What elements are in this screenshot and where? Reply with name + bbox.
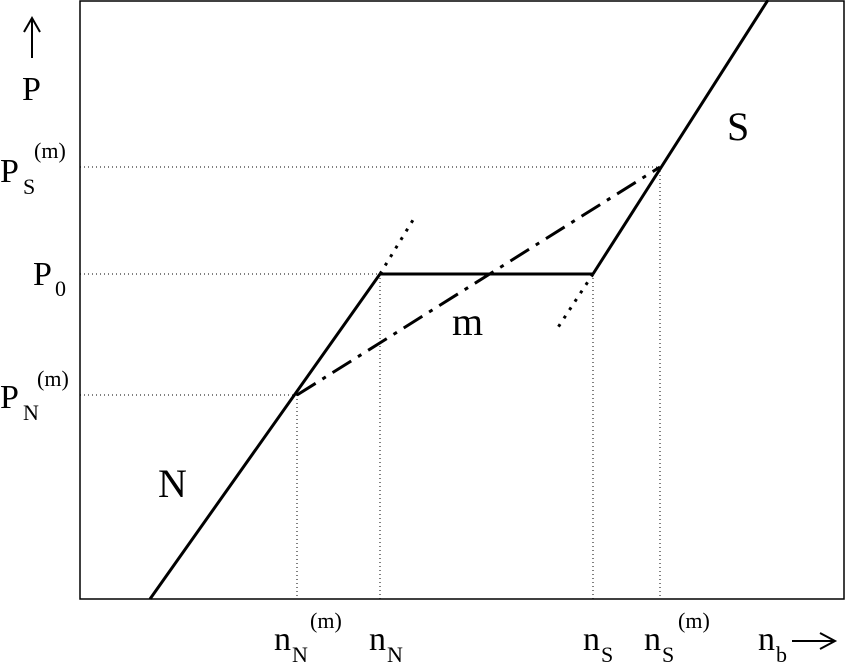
x-label-sub: N <box>292 642 308 667</box>
y-label-sub: N <box>23 400 39 425</box>
x-label: n <box>274 621 291 658</box>
x-label: n <box>369 621 386 658</box>
x-axis-label-sub: b <box>776 642 787 667</box>
frame <box>79 0 845 600</box>
region-label: N <box>158 461 187 506</box>
x-label-sub: S <box>601 642 613 667</box>
y-label-sup: (m) <box>37 366 69 391</box>
x-arrow <box>792 632 838 650</box>
y-arrow <box>23 15 41 58</box>
n-extension <box>378 219 415 275</box>
region-label: m <box>452 299 483 344</box>
x-label-sup: (m) <box>678 608 710 633</box>
y-axis-label: P <box>22 71 41 108</box>
curves <box>148 0 770 600</box>
guides <box>80 166 661 599</box>
x-label: n <box>644 621 661 658</box>
y-label: P <box>0 379 19 416</box>
y-label-sub: 0 <box>55 276 66 301</box>
x-label-sub: N <box>387 642 403 667</box>
region-label: S <box>727 104 749 149</box>
y-label: P <box>33 256 52 293</box>
n-branch <box>148 273 382 600</box>
s-branch <box>591 0 770 275</box>
x-axis-label: n <box>758 621 775 658</box>
x-label-sub: S <box>662 642 674 667</box>
y-label-sup: (m) <box>34 138 66 163</box>
y-label-sub: S <box>23 174 35 199</box>
y-label: P <box>0 153 19 190</box>
mixed-line <box>296 165 661 397</box>
x-label: n <box>583 621 600 658</box>
s-extension <box>553 273 595 333</box>
x-label-sup: (m) <box>310 608 342 633</box>
